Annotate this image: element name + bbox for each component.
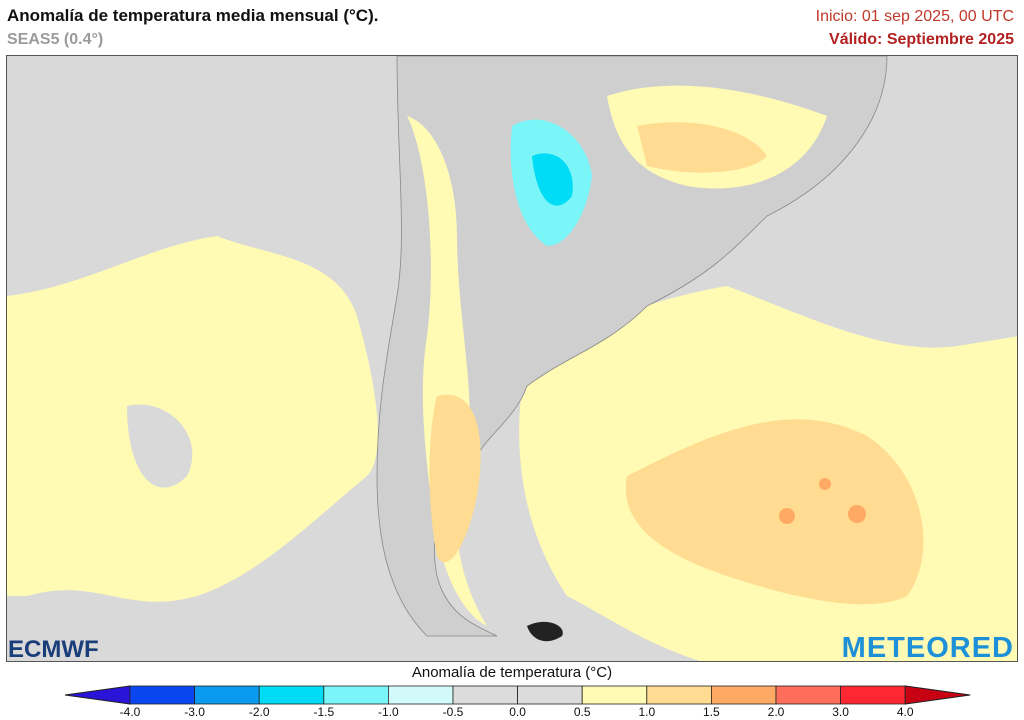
ecmwf-logo: ECMWF <box>8 636 99 663</box>
map-title: Anomalía de temperatura media mensual (°… <box>7 6 379 25</box>
init-time: Inicio: 01 sep 2025, 00 UTC <box>815 8 1014 25</box>
colorbar-segment <box>581 685 648 705</box>
valid-time: Válido: Septiembre 2025 <box>829 31 1014 48</box>
colorbar-segment <box>387 685 454 705</box>
colorbar-segment <box>775 685 841 705</box>
colorbar-tick: -2.0 <box>248 705 270 719</box>
colorbar-segment <box>452 685 518 705</box>
colorbar-title: Anomalía de temperatura (°C) <box>411 664 613 681</box>
colorbar-tick: -4.0 <box>119 705 141 719</box>
colorbar-arrow-high <box>904 685 971 705</box>
colorbar-tick: -3.0 <box>184 705 205 719</box>
colorbar-tick: -1.5 <box>313 705 335 719</box>
colorbar-tick: 3.0 <box>832 705 849 719</box>
colorbar-tick: -0.5 <box>442 705 464 719</box>
colorbar <box>64 685 971 705</box>
colorbar-segment <box>258 685 325 705</box>
colorbar-tick: 1.0 <box>638 705 656 719</box>
colorbar-segment <box>194 685 260 705</box>
colorbar-tick: 2.0 <box>767 705 785 719</box>
colorbar-segment <box>646 685 712 705</box>
colorbar-arrow-low <box>64 685 131 705</box>
colorbar-segment <box>840 685 906 705</box>
model-label: SEAS5 (0.4°) <box>7 31 104 48</box>
meteored-logo: METEORED <box>841 632 1014 664</box>
colorbar-tick: 0.0 <box>509 705 526 719</box>
anomaly-map <box>6 55 1018 662</box>
colorbar-segment <box>711 685 777 705</box>
colorbar-segment <box>323 685 389 705</box>
colorbar-tick: -1.0 <box>378 705 399 719</box>
colorbar-segment <box>129 685 195 705</box>
colorbar-tick: 4.0 <box>896 705 914 719</box>
colorbar-segment <box>517 685 583 705</box>
colorbar-tick: 0.5 <box>573 705 591 719</box>
colorbar-tick: 1.5 <box>703 705 720 719</box>
